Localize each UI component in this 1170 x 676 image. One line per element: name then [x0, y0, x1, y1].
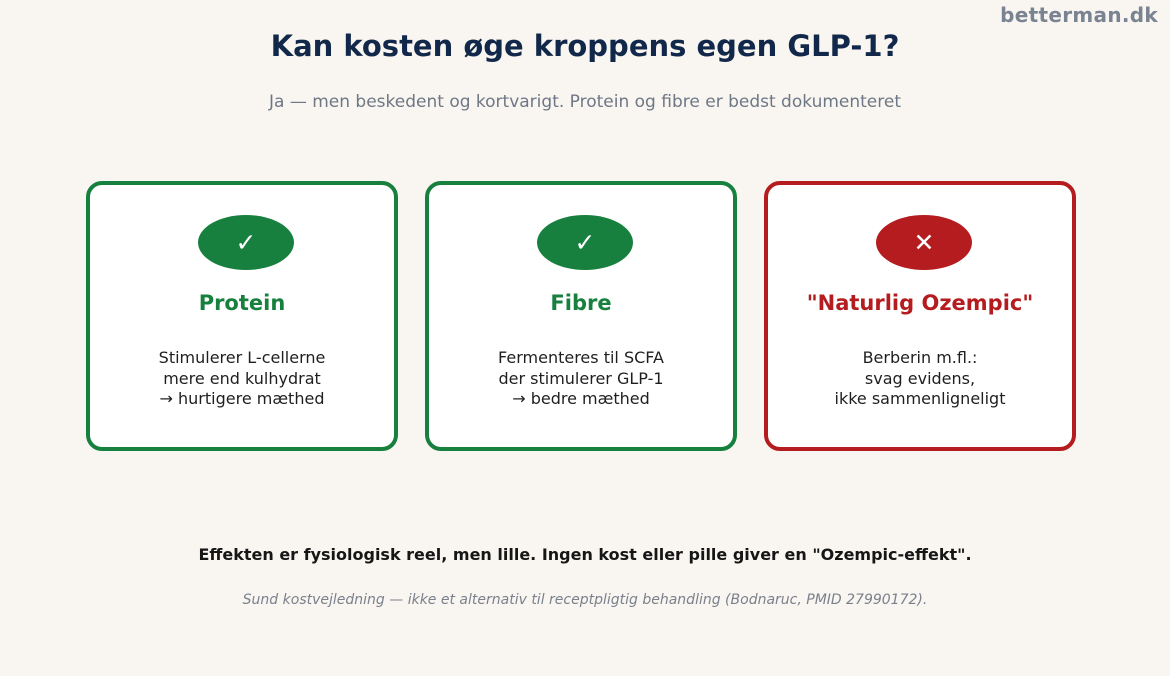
card-line: svag evidens, [864, 368, 976, 388]
check-icon: ✓ [537, 215, 633, 270]
card-description: Berberin m.fl.: svag evidens, ikke samme… [768, 348, 1072, 410]
card-line: ikke sammenligneligt [834, 389, 1006, 408]
card-protein: ✓ Protein Stimulerer L-cellerne mere end… [86, 181, 398, 451]
card-fibre: ✓ Fibre Fermenteres til SCFA der stimule… [425, 181, 737, 451]
card-line: mere end kulhydrat [163, 368, 321, 388]
page-title: Kan kosten øge kroppens egen GLP-1? [270, 29, 900, 63]
card-line: Stimulerer L-cellerne [158, 348, 326, 367]
brand-logo-text: betterman.dk [1000, 3, 1158, 27]
footnote-text: Sund kostvejledning — ikke et alternativ… [242, 592, 928, 608]
card-title: "Naturlig Ozempic" [806, 291, 1034, 315]
conclusion-text: Effekten er fysiologisk reel, men lille.… [198, 545, 972, 564]
card-description: Stimulerer L-cellerne mere end kulhydrat… [90, 348, 394, 410]
check-icon: ✓ [198, 215, 294, 270]
cross-icon: ✕ [876, 215, 972, 270]
page-subtitle: Ja — men beskedent og kortvarigt. Protei… [268, 92, 901, 112]
card-title: Protein [198, 291, 286, 315]
card-line: → bedre mæthed [512, 389, 650, 408]
card-title: Fibre [550, 291, 612, 315]
card-line: Fermenteres til SCFA [498, 348, 664, 367]
card-line: Berberin m.fl.: [862, 348, 978, 367]
card-natural-ozempic: ✕ "Naturlig Ozempic" Berberin m.fl.: sva… [764, 181, 1076, 451]
card-description: Fermenteres til SCFA der stimulerer GLP-… [429, 348, 733, 410]
card-line: der stimulerer GLP-1 [498, 368, 664, 388]
card-line: → hurtigere mæthed [159, 389, 325, 408]
